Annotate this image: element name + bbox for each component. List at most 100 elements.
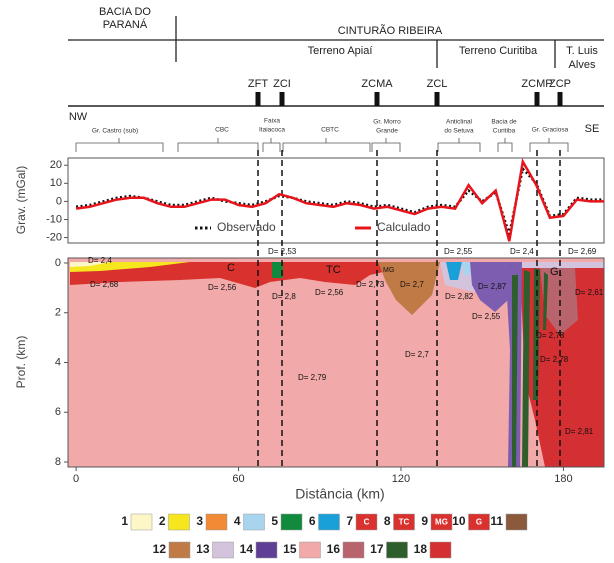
unit-label: Grande bbox=[376, 128, 398, 135]
rose-body bbox=[540, 268, 578, 335]
fault-label: ZCMP bbox=[521, 78, 552, 90]
legend-number: 1 bbox=[121, 514, 128, 528]
dark-green-streaks bbox=[512, 268, 548, 467]
gravity-line bbox=[75, 157, 604, 242]
terrane-label: Terreno Apiaí bbox=[308, 45, 373, 57]
fault-marker bbox=[255, 92, 261, 106]
y-tick-label: -10 bbox=[46, 213, 62, 225]
unit-code: MG bbox=[383, 267, 394, 274]
unit-label: Itaiacoca bbox=[259, 127, 285, 134]
y-tick-label: 4 bbox=[55, 356, 61, 368]
density-label: D= 2,68 bbox=[90, 280, 119, 289]
unit-code: C bbox=[227, 262, 235, 274]
belt-label: CINTURÃO RIBEIRA bbox=[338, 24, 443, 37]
cover-layer bbox=[70, 262, 110, 267]
fault-marker bbox=[434, 92, 440, 106]
header: BACIA DO PARANÁ CINTURÃO RIBEIRA Terreno… bbox=[68, 6, 604, 152]
density-label: D= 2,55 bbox=[444, 247, 473, 256]
legend-code: G bbox=[476, 518, 482, 527]
density-label: D= 2,81 bbox=[565, 427, 594, 436]
legend-number: 4 bbox=[234, 514, 241, 528]
x-axis-label: Distância (km) bbox=[295, 486, 384, 502]
legend-number: 11 bbox=[490, 514, 503, 528]
legend-number: 10 bbox=[452, 514, 466, 528]
y-tick-label: 2 bbox=[55, 307, 61, 319]
legend-swatch bbox=[299, 541, 321, 559]
fault-label: ZFT bbox=[248, 78, 268, 90]
legend-number: 14 bbox=[240, 542, 254, 556]
density-label: D= 2,87 bbox=[478, 282, 507, 291]
unit-label: Anticlinal bbox=[446, 119, 473, 126]
upper-layer bbox=[70, 262, 440, 288]
itaiacoca-body bbox=[272, 262, 283, 278]
unit-brackets bbox=[75, 138, 569, 152]
legend-number: 5 bbox=[271, 514, 278, 528]
legend-swatch bbox=[280, 513, 303, 531]
legend-swatch bbox=[130, 513, 153, 531]
legend-number: 15 bbox=[283, 542, 297, 556]
fault-marker bbox=[374, 92, 380, 106]
density-label: D= 2,7 bbox=[400, 280, 424, 289]
legend-number: 9 bbox=[421, 514, 428, 528]
legend-swatch bbox=[168, 541, 191, 559]
density-label: D= 2,78 bbox=[540, 355, 569, 364]
unit-label: Bacia de bbox=[491, 119, 517, 126]
legend-label: Observado bbox=[217, 220, 276, 234]
morro-grande-body bbox=[378, 262, 440, 315]
fault-marker bbox=[557, 92, 563, 106]
red-block bbox=[520, 268, 604, 467]
density-label: D= 2,78 bbox=[536, 331, 565, 340]
legend-number: 12 bbox=[153, 542, 167, 556]
legend-number: 2 bbox=[159, 514, 166, 528]
density-label: D= 2,73 bbox=[356, 280, 385, 289]
unit-label: Gr. Castro (sub) bbox=[92, 128, 138, 135]
terrane-label: Alves bbox=[569, 59, 596, 71]
y-axis-label: Grav. (mGal) bbox=[14, 166, 28, 234]
unit-label: CBTC bbox=[321, 127, 339, 134]
density-label: D= 2,56 bbox=[315, 288, 344, 297]
legend-swatch bbox=[355, 513, 378, 531]
legend-swatch bbox=[318, 513, 340, 531]
density-label: D= 2,55 bbox=[472, 312, 501, 321]
unit-label: Gr. Morro bbox=[373, 119, 401, 126]
y-tick-label: 6 bbox=[55, 406, 61, 418]
unit-label: Curitiba bbox=[493, 128, 516, 135]
density-label: D= 2,61 bbox=[575, 288, 604, 297]
legend-swatch bbox=[168, 513, 190, 531]
legend-number: 18 bbox=[414, 542, 428, 556]
legend-number: 17 bbox=[370, 542, 384, 556]
density-label: D= 2,4 bbox=[510, 247, 534, 256]
unit-label: Gr. Graciosa bbox=[532, 127, 569, 134]
legend-swatch bbox=[255, 541, 278, 559]
unit-code: TC bbox=[326, 264, 341, 276]
fault-marker bbox=[279, 92, 285, 106]
legend-number: 16 bbox=[327, 542, 341, 556]
sedimentary-layer bbox=[70, 262, 190, 272]
purple-body bbox=[470, 262, 508, 312]
fault-label: ZCI bbox=[273, 78, 291, 90]
x-tick-label: 0 bbox=[73, 473, 79, 485]
density-label: D= 2,8 bbox=[272, 292, 296, 301]
legend-swatch bbox=[429, 541, 452, 559]
legend-number: 7 bbox=[346, 514, 353, 528]
fault-marker bbox=[534, 92, 540, 106]
direction-label: SE bbox=[585, 123, 600, 135]
fault-label: ZCMA bbox=[361, 78, 393, 90]
x-tick-label: 180 bbox=[554, 473, 572, 485]
y-tick-label: -20 bbox=[46, 231, 62, 243]
legend-code: TC bbox=[399, 518, 410, 527]
unit-label: CBC bbox=[215, 127, 229, 134]
light-blue-body bbox=[462, 262, 472, 275]
y-tick-label: 20 bbox=[50, 159, 62, 171]
x-tick-label: 120 bbox=[392, 473, 410, 485]
legend-number: 8 bbox=[384, 514, 391, 528]
y-axis-label: Prof. (km) bbox=[14, 336, 28, 389]
gravity-line bbox=[75, 166, 604, 239]
legend-swatch bbox=[205, 513, 228, 531]
y-tick-label: 0 bbox=[56, 195, 62, 207]
legend-code: C bbox=[364, 518, 370, 527]
legend-swatch bbox=[468, 513, 490, 531]
